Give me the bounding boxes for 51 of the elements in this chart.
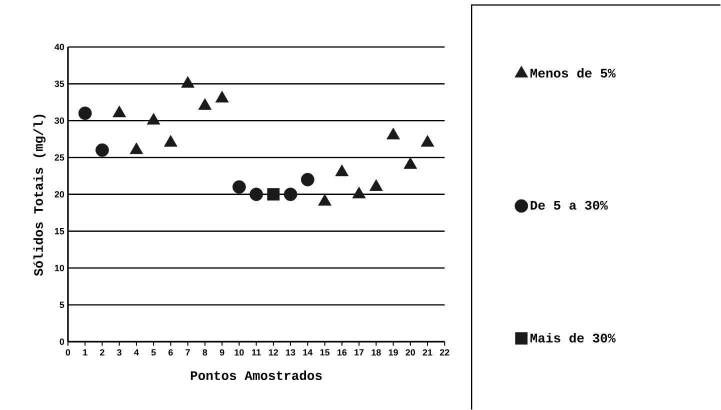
x-tick-label: 8 (202, 349, 208, 356)
y-tick-label: 40 (54, 44, 64, 50)
x-tick-label: 9 (220, 349, 224, 356)
x-tick-label: 15 (320, 349, 330, 356)
y-tick-label: 30 (54, 117, 64, 124)
x-tick-label: 13 (286, 349, 296, 356)
point (112, 105, 126, 118)
x-tick-label: 2 (100, 349, 104, 356)
point (318, 194, 332, 206)
y-axis-title: Sólidos Totais (mg/l) (33, 114, 46, 276)
x-tick-label: 11 (252, 349, 261, 356)
y-tick-label: 35 (54, 80, 64, 87)
y-tick-label: 5 (60, 302, 64, 308)
y-tick-label: 20 (54, 191, 64, 198)
point (130, 142, 144, 154)
x-tick-label: 7 (186, 349, 190, 356)
point (215, 90, 229, 102)
x-tick-label: 4 (134, 349, 139, 356)
x-tick-label: 17 (354, 349, 364, 356)
x-tick-label: 20 (406, 349, 416, 356)
x-tick-label: 10 (234, 349, 244, 356)
x-tick-label: 14 (303, 349, 313, 356)
y-tick-label: 0 (60, 338, 64, 345)
x-tick-label: 18 (372, 349, 381, 356)
point (181, 76, 194, 88)
y-tick-label: 15 (54, 228, 64, 234)
point (386, 128, 400, 140)
x-tick-label: 5 (151, 349, 156, 356)
point (198, 98, 212, 110)
legend-label: Mais de 30% (530, 332, 616, 342)
point (369, 179, 383, 191)
x-tick-label: 19 (388, 349, 398, 356)
x-tick-label: 21 (422, 349, 432, 356)
point (335, 164, 349, 176)
legend-label: Menos de 5% (530, 68, 616, 78)
x-tick-label: 3 (117, 349, 122, 356)
point (420, 134, 434, 147)
point (404, 157, 418, 169)
point (164, 134, 178, 147)
y-tick-label: 10 (54, 264, 64, 272)
point (352, 186, 366, 198)
x-axis-title: Pontos Amostrados (190, 370, 322, 380)
x-tick-label: 1 (83, 349, 88, 356)
y-tick-label: 25 (54, 154, 64, 161)
x-tick-label: 12 (268, 349, 278, 356)
x-tick-label: 16 (337, 349, 347, 356)
x-tick-label: 0 (66, 349, 70, 356)
point (146, 112, 160, 124)
x-tick-label: 22 (440, 349, 450, 356)
x-tick-label: 6 (168, 349, 173, 356)
legend-label: De 5 a 30% (530, 200, 608, 210)
